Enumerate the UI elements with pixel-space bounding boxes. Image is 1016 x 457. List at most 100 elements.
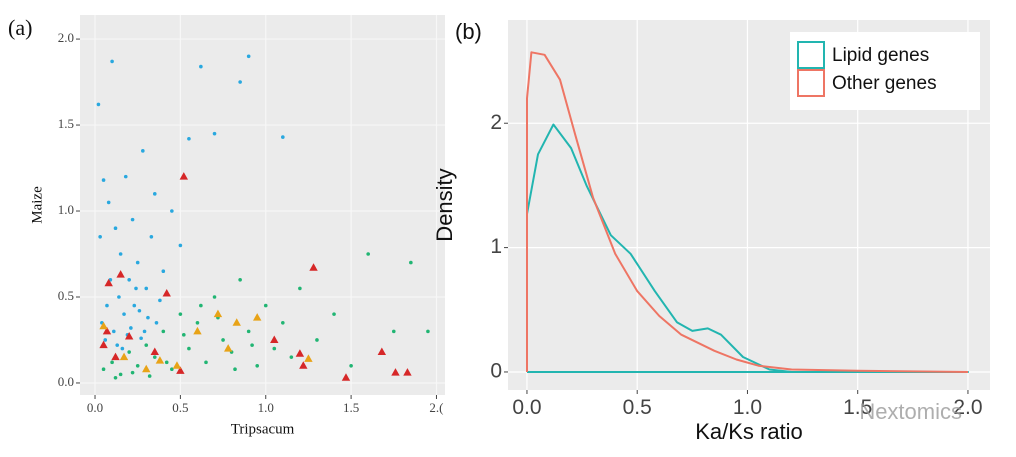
y-tick-label: 2: [490, 111, 502, 134]
point: [246, 54, 251, 59]
point: [98, 235, 102, 239]
point: [130, 217, 135, 222]
x-tick-label: 1.0: [258, 400, 274, 415]
x-tick-label: 0.0: [512, 396, 541, 419]
point: [332, 312, 336, 316]
point: [141, 149, 145, 153]
point: [315, 338, 319, 342]
x-tick-label: 1.5: [843, 396, 872, 419]
point: [106, 200, 111, 205]
density-line: [526, 51, 969, 373]
point: [101, 367, 106, 372]
point: [187, 137, 191, 141]
point: [263, 303, 268, 308]
triangle-point: [102, 326, 112, 335]
y-tick-label: 1: [490, 235, 502, 258]
y-tick-label: 1.0: [58, 202, 74, 217]
point: [164, 360, 169, 365]
triangle-point: [104, 278, 113, 287]
point: [113, 376, 118, 380]
triangle-point: [232, 318, 241, 326]
x-axis-title: Tripsacum: [231, 421, 295, 437]
point: [199, 303, 203, 308]
point: [281, 320, 285, 325]
point: [170, 367, 174, 372]
point: [115, 343, 120, 347]
triangle-point: [295, 349, 305, 357]
panel: (a) 0.0 0.5 1.0 1.5 2.(0.0 0.5 1.0 1.5 2.0 Tripsac…: [8, 15, 445, 437]
point: [103, 338, 108, 342]
watermark: Nextomics: [859, 399, 962, 424]
triangle-point: [299, 361, 308, 369]
point: [409, 260, 413, 265]
point: [139, 336, 143, 341]
point: [391, 329, 396, 334]
point: [101, 178, 106, 182]
triangle-point: [403, 368, 412, 376]
point: [298, 286, 302, 291]
point: [120, 346, 125, 351]
triangle-point: [99, 340, 108, 349]
panel-label: (b): [455, 19, 482, 44]
point: [161, 269, 166, 273]
point: [233, 367, 237, 372]
triangle-point: [116, 270, 125, 278]
point: [113, 226, 118, 231]
point: [272, 346, 277, 351]
point: [212, 131, 217, 136]
point: [130, 370, 135, 375]
triangle-point: [213, 309, 223, 318]
plot-background: [80, 15, 445, 395]
point: [178, 243, 183, 248]
point: [238, 277, 242, 282]
x-tick-label: 0.5: [172, 400, 188, 415]
point: [170, 209, 174, 213]
x-tick-label: 1.0: [733, 396, 762, 419]
triangle-point: [111, 352, 120, 361]
point: [96, 102, 101, 107]
triangle-point: [223, 344, 233, 352]
x-tick-label: 0.0: [87, 400, 103, 415]
triangle-point: [193, 326, 202, 335]
triangle-point: [176, 366, 185, 374]
point: [135, 260, 140, 265]
point: [152, 355, 157, 359]
point: [255, 363, 260, 368]
y-tick-label: 2.0: [58, 30, 74, 45]
triangle-point: [391, 368, 400, 376]
density-line: [526, 123, 969, 373]
point: [154, 320, 159, 325]
triangle-point: [124, 332, 134, 340]
point: [118, 372, 123, 377]
point: [204, 360, 208, 365]
point: [281, 135, 285, 139]
point: [161, 329, 166, 334]
point: [127, 277, 131, 282]
point: [135, 363, 140, 368]
legend-label: Other genes: [832, 73, 937, 94]
point: [152, 192, 157, 196]
point: [366, 252, 370, 256]
triangle-point: [142, 364, 151, 373]
triangle-point: [179, 172, 188, 180]
triangle-point: [119, 352, 129, 361]
triangle-point: [150, 347, 159, 356]
point: [238, 80, 242, 84]
legend-key: [797, 41, 825, 69]
legend-key: [797, 69, 825, 97]
point: [122, 312, 126, 316]
y-tick-label: 0: [490, 360, 502, 383]
point: [144, 286, 149, 291]
point: [132, 303, 137, 308]
panel-label: (a): [8, 15, 32, 40]
y-tick-label: 0.0: [58, 374, 74, 389]
triangle-point: [99, 321, 108, 330]
triangle-point: [304, 354, 313, 362]
triangle-point: [162, 289, 171, 297]
point: [137, 308, 142, 313]
point: [118, 252, 123, 256]
triangle-point: [172, 361, 182, 369]
point: [289, 355, 294, 359]
point: [426, 329, 430, 334]
point: [129, 326, 133, 330]
